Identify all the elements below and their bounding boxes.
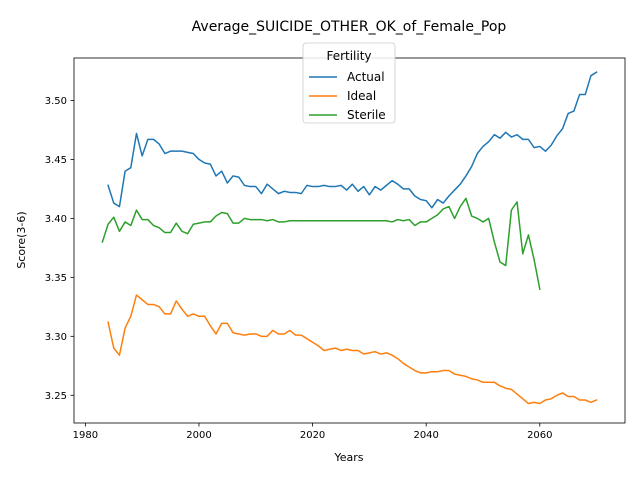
legend-label-actual: Actual <box>347 70 385 84</box>
x-tick-label: 1980 <box>73 430 98 441</box>
x-axis-label: Years <box>333 451 363 464</box>
y-tick-label: 3.25 <box>45 391 67 402</box>
x-tick-label: 2060 <box>527 430 552 441</box>
chart-title: Average_SUICIDE_OTHER_OK_of_Female_Pop <box>192 19 507 35</box>
legend-box <box>302 42 396 124</box>
plot-lines <box>101 71 598 405</box>
series-line-actual <box>107 71 598 209</box>
y-tick-label: 3.40 <box>45 214 67 225</box>
y-tick-label: 3.45 <box>45 155 67 166</box>
y-axis-label: Score(3-6) <box>15 211 28 268</box>
y-tick-label: 3.35 <box>45 273 67 284</box>
x-tick-label: 2040 <box>413 430 438 441</box>
x-tick-label: 2000 <box>186 430 211 441</box>
legend-label-sterile: Sterile <box>347 108 386 122</box>
legend-label-ideal: Ideal <box>347 89 376 103</box>
legend-title: Fertility <box>326 49 371 63</box>
legend: Fertility Actual Ideal Sterile <box>302 42 396 124</box>
y-tick-label: 3.30 <box>45 332 67 343</box>
series-line-sterile <box>101 197 541 291</box>
y-tick-label: 3.50 <box>45 96 67 107</box>
x-axis-ticks: 1980 2000 2020 2040 2060 <box>73 423 553 441</box>
series-line-ideal <box>107 294 598 405</box>
y-axis-ticks: 3.25 3.30 3.35 3.40 3.45 3.50 <box>45 96 74 402</box>
x-tick-label: 2020 <box>300 430 325 441</box>
